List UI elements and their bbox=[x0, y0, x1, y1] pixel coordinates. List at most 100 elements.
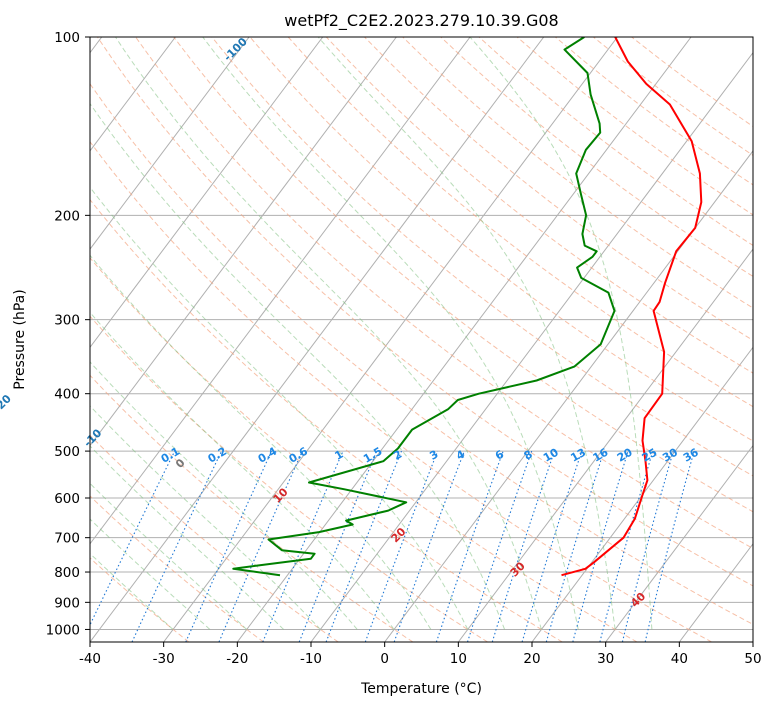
profile-line bbox=[232, 37, 616, 577]
isotherm-gridline bbox=[531, 346, 753, 642]
y-tick-label: 400 bbox=[54, 387, 80, 403]
mixing-ratio-label: 25 bbox=[640, 446, 660, 465]
profile-series bbox=[232, 37, 703, 577]
mixing-ratio-label: 36 bbox=[681, 446, 701, 465]
mixing-ratio-line bbox=[599, 450, 654, 642]
profile-line bbox=[561, 37, 703, 577]
mixing-ratio-line bbox=[393, 450, 465, 642]
background-lines bbox=[90, 37, 753, 642]
mixing-ratio-label: 0.4 bbox=[256, 444, 280, 465]
dry-adiabat-label: -20 bbox=[0, 392, 14, 415]
dry-adiabat-label: -100 bbox=[221, 35, 250, 64]
dry-adiabat bbox=[90, 434, 339, 642]
moist-adiabat bbox=[90, 186, 469, 630]
x-tick-label: -30 bbox=[153, 651, 175, 667]
mixing-ratio-line bbox=[185, 450, 273, 642]
mixing-ratio-label: 2 bbox=[391, 448, 404, 463]
x-tick-label: 50 bbox=[744, 651, 761, 667]
mixing-ratio-line bbox=[572, 450, 629, 642]
y-tick-label: 200 bbox=[54, 208, 80, 224]
dry-adiabat bbox=[90, 315, 488, 642]
x-tick-label: 30 bbox=[597, 651, 614, 667]
dry-adiabat bbox=[90, 557, 190, 642]
mixing-ratio-label: 1 bbox=[332, 448, 345, 463]
isotherm-gridline bbox=[163, 37, 618, 642]
isotherm-gridline bbox=[90, 37, 324, 349]
isotherm-gridline bbox=[90, 37, 471, 545]
dry-adiabat bbox=[554, 37, 753, 186]
mixing-ratio-line bbox=[466, 450, 533, 642]
mixing-ratio-line bbox=[218, 450, 303, 642]
moist-adiabat bbox=[202, 37, 579, 630]
dry-adiabat bbox=[173, 37, 753, 513]
mixing-ratio-line bbox=[621, 450, 674, 642]
moist-adiabat bbox=[469, 37, 653, 630]
x-tick-label: -20 bbox=[226, 651, 248, 667]
isotherm-gridline bbox=[90, 37, 397, 447]
chart-title: wetPf2_C2E2.2023.279.10.39.G08 bbox=[284, 11, 558, 31]
dry-adiabat bbox=[96, 37, 753, 587]
mixing-ratio-line bbox=[90, 450, 176, 627]
moist-adiabat bbox=[90, 254, 432, 630]
mixing-ratio-label: 0.2 bbox=[206, 445, 229, 466]
dry-adiabat bbox=[90, 495, 264, 642]
moist-adiabat bbox=[90, 361, 358, 630]
dry-adiabat bbox=[90, 140, 712, 642]
x-tick-label: -10 bbox=[300, 651, 322, 667]
mixing-ratio-label: 4 bbox=[454, 447, 467, 462]
y-tick-label: 800 bbox=[54, 565, 80, 581]
isotherm-gridline bbox=[236, 37, 692, 642]
dry-adiabat-label: 30 bbox=[508, 559, 528, 579]
mixing-ratio-label: 20 bbox=[615, 446, 635, 465]
moist-adiabat bbox=[90, 405, 321, 630]
x-tick-label: 40 bbox=[671, 651, 688, 667]
dry-adiabat bbox=[249, 37, 753, 442]
dry-adiabat bbox=[478, 37, 753, 246]
moist-adiabat bbox=[90, 445, 284, 630]
mixing-ratio-line bbox=[491, 450, 555, 642]
dry-adiabat bbox=[90, 374, 414, 642]
isotherm-gridline bbox=[752, 641, 753, 642]
mixing-ratio-label: 8 bbox=[522, 448, 535, 463]
plot-frame bbox=[89, 36, 754, 643]
y-tick-label: 1000 bbox=[46, 622, 80, 638]
dry-adiabat bbox=[90, 257, 563, 642]
isotherm-gridline bbox=[457, 248, 753, 642]
mixing-ratio-label: 6 bbox=[493, 447, 506, 462]
dry-adiabat bbox=[325, 37, 753, 374]
dry-adiabat-label: 10 bbox=[271, 485, 291, 505]
moist-adiabat bbox=[90, 311, 395, 630]
isotherm-gridline bbox=[605, 444, 753, 642]
mixing-ratio-line bbox=[325, 450, 403, 642]
dry-adiabat-label: 20 bbox=[389, 525, 409, 545]
y-tick-label: 500 bbox=[54, 444, 80, 460]
x-tick-label: 0 bbox=[380, 651, 389, 667]
x-tick-label: 20 bbox=[523, 651, 540, 667]
y-axis-label: Pressure (hPa) bbox=[12, 289, 28, 389]
dry-adiabat bbox=[90, 83, 753, 625]
mixing-ratio-label: 0.6 bbox=[287, 445, 311, 466]
moist-adiabat bbox=[90, 482, 248, 630]
mixing-ratio-line bbox=[521, 450, 583, 642]
moist-adiabat bbox=[317, 37, 616, 630]
mixing-ratio-line bbox=[298, 450, 378, 642]
x-tick-label: 10 bbox=[450, 651, 467, 667]
y-tick-label: 100 bbox=[54, 30, 80, 46]
x-axis-label: Temperature (°C) bbox=[360, 681, 482, 697]
y-tick-label: 600 bbox=[54, 491, 80, 507]
isotherm-gridline bbox=[90, 37, 176, 152]
dry-adiabat bbox=[135, 37, 753, 550]
mixing-ratio-line bbox=[545, 450, 605, 642]
axis-ticks: -40 -30 -20 -10 0 10 20 30 40 5010020030040050060… bbox=[46, 30, 762, 667]
x-tick-label: -40 bbox=[79, 651, 101, 667]
isotherm-gridline bbox=[90, 37, 545, 642]
dry-adiabat bbox=[402, 37, 753, 309]
y-tick-label: 300 bbox=[54, 313, 80, 329]
grid-lines bbox=[90, 37, 753, 642]
isotherm-gridline bbox=[678, 542, 753, 642]
y-tick-label: 700 bbox=[54, 531, 80, 547]
mixing-ratio-line bbox=[644, 450, 695, 642]
mixing-ratio-line bbox=[435, 450, 504, 642]
mixing-ratio-label: 3 bbox=[427, 448, 440, 463]
mixing-ratio-line bbox=[364, 450, 439, 642]
